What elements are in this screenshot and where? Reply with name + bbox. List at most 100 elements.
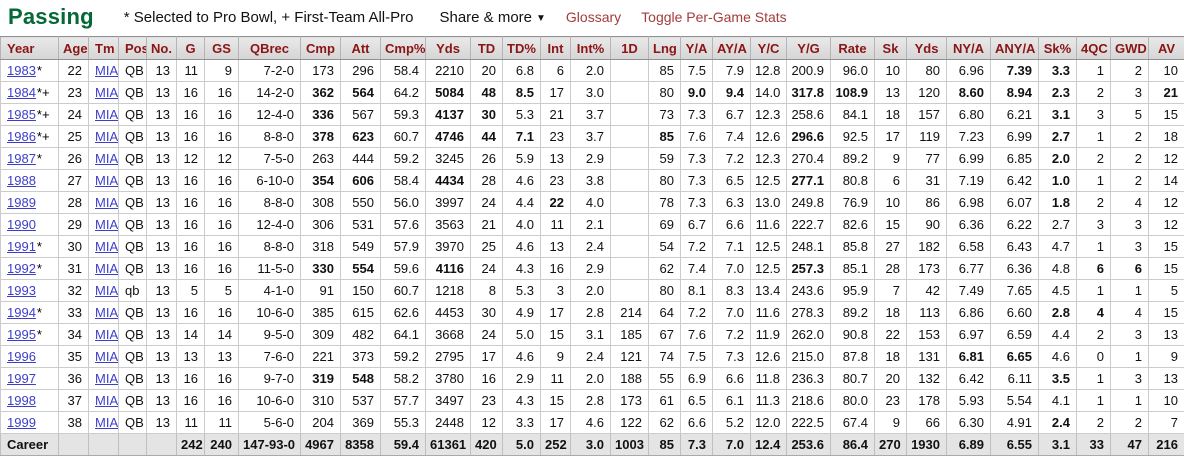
year-link[interactable]: 1986 <box>7 128 36 144</box>
stat-cell: 17 <box>540 81 571 104</box>
team-link[interactable]: MIA <box>95 304 119 320</box>
col-header-year[interactable]: Year <box>0 36 59 60</box>
col-header-age[interactable]: Age <box>58 36 89 60</box>
col-header-rate[interactable]: Rate <box>830 36 875 60</box>
col-header-td-[interactable]: TD% <box>502 36 541 60</box>
year-link[interactable]: 1993 <box>7 282 36 298</box>
stat-cell: 7.3 <box>680 103 713 126</box>
col-header-cmp-[interactable]: Cmp% <box>380 36 426 60</box>
col-header-gwd[interactable]: GWD <box>1110 36 1149 60</box>
team-link[interactable]: MIA <box>95 348 119 364</box>
col-header-cmp[interactable]: Cmp <box>300 36 341 60</box>
stat-cell: 1 <box>1076 279 1111 302</box>
stat-cell: 74 <box>648 345 681 368</box>
year-link[interactable]: 1997 <box>7 370 36 386</box>
stat-cell: 7.9 <box>712 59 751 82</box>
col-header-any-a[interactable]: ANY/A <box>990 36 1039 60</box>
stat-cell: 10 <box>874 191 907 214</box>
col-header-pos[interactable]: Pos <box>118 36 147 60</box>
stat-cell: 7.1 <box>712 235 751 258</box>
col-header-qbrec[interactable]: QBrec <box>238 36 301 60</box>
stat-cell: 4.8 <box>1038 257 1077 280</box>
team-link[interactable]: MIA <box>95 106 119 122</box>
col-header-att[interactable]: Att <box>340 36 381 60</box>
stat-cell: 59 <box>648 147 681 170</box>
col-header-y-a[interactable]: Y/A <box>680 36 713 60</box>
col-header-gs[interactable]: GS <box>204 36 239 60</box>
col-header-y-g[interactable]: Y/G <box>786 36 831 60</box>
team-link[interactable]: MIA <box>95 172 119 188</box>
team-cell: MIA <box>88 103 119 126</box>
stat-cell: 42 <box>906 279 947 302</box>
team-link[interactable]: MIA <box>95 326 119 342</box>
year-link[interactable]: 1985 <box>7 106 36 122</box>
team-link[interactable]: MIA <box>95 370 119 386</box>
year-link[interactable]: 1991 <box>7 238 36 254</box>
stat-cell <box>610 213 649 236</box>
col-header-yds[interactable]: Yds <box>425 36 471 60</box>
col-header-sk-[interactable]: Sk% <box>1038 36 1077 60</box>
team-link[interactable]: MIA <box>95 392 119 408</box>
stat-cell: 62 <box>648 411 681 434</box>
stat-cell: 9 <box>874 147 907 170</box>
team-link[interactable]: MIA <box>95 414 119 430</box>
col-header-int[interactable]: Int <box>540 36 571 60</box>
col-header-ay-a[interactable]: AY/A <box>712 36 751 60</box>
team-link[interactable]: MIA <box>95 238 119 254</box>
year-link[interactable]: 1989 <box>7 194 36 210</box>
team-link[interactable]: MIA <box>95 282 119 298</box>
year-link[interactable]: 1988 <box>7 172 36 188</box>
team-link[interactable]: MIA <box>95 260 119 276</box>
stat-cell: 28 <box>874 257 907 280</box>
team-link[interactable]: MIA <box>95 84 119 100</box>
stat-cell: 82.6 <box>830 213 875 236</box>
col-header-av[interactable]: AV <box>1148 36 1184 60</box>
year-link[interactable]: 1998 <box>7 392 36 408</box>
year-link[interactable]: 1992 <box>7 260 36 276</box>
team-link[interactable]: MIA <box>95 216 119 232</box>
year-link[interactable]: 1990 <box>7 216 36 232</box>
col-header-yds[interactable]: Yds <box>906 36 947 60</box>
year-link[interactable]: 1994 <box>7 304 36 320</box>
col-header-no-[interactable]: No. <box>146 36 177 60</box>
year-cell: 1990 <box>0 213 59 236</box>
team-link[interactable]: MIA <box>95 194 119 210</box>
col-header-g[interactable]: G <box>176 36 205 60</box>
year-link[interactable]: 1996 <box>7 348 36 364</box>
stat-cell: 11-5-0 <box>238 257 301 280</box>
year-link[interactable]: 1999 <box>7 414 36 430</box>
stat-cell: 12.5 <box>750 257 787 280</box>
stat-cell: 6.55 <box>990 433 1039 456</box>
year-link[interactable]: 1987 <box>7 150 36 166</box>
stat-cell: 13 <box>146 125 177 148</box>
team-link[interactable]: MIA <box>95 62 119 78</box>
stat-cell: 8 <box>470 279 503 302</box>
col-header-sk[interactable]: Sk <box>874 36 907 60</box>
stat-cell: 3 <box>1110 235 1149 258</box>
stat-cell: 13 <box>146 235 177 258</box>
col-header-4qc[interactable]: 4QC <box>1076 36 1111 60</box>
col-header-ny-a[interactable]: NY/A <box>946 36 991 60</box>
stat-cell: 85.1 <box>830 257 875 280</box>
toggle-per-game-stats-link[interactable]: Toggle Per-Game Stats <box>641 9 787 25</box>
share-and-more-menu[interactable]: Share & more ▼ <box>439 8 546 26</box>
col-header-1d[interactable]: 1D <box>610 36 649 60</box>
stat-cell: 2.4 <box>1038 411 1077 434</box>
stat-cell: 4.6 <box>1038 345 1077 368</box>
glossary-link[interactable]: Glossary <box>565 9 622 25</box>
stat-cell: 113 <box>906 301 947 324</box>
stat-cell: 2.0 <box>570 367 611 390</box>
stat-cell: 67 <box>648 323 681 346</box>
team-link[interactable]: MIA <box>95 150 119 166</box>
year-link[interactable]: 1984 <box>7 84 36 100</box>
col-header-y-c[interactable]: Y/C <box>750 36 787 60</box>
team-link[interactable]: MIA <box>95 128 119 144</box>
col-header-lng[interactable]: Lng <box>648 36 681 60</box>
col-header-int-[interactable]: Int% <box>570 36 611 60</box>
col-header-tm[interactable]: Tm <box>88 36 119 60</box>
col-header-td[interactable]: TD <box>470 36 503 60</box>
stat-cell: 2 <box>1110 147 1149 170</box>
stat-cell: 62.6 <box>380 301 426 324</box>
year-link[interactable]: 1995 <box>7 326 36 342</box>
year-link[interactable]: 1983 <box>7 62 36 78</box>
